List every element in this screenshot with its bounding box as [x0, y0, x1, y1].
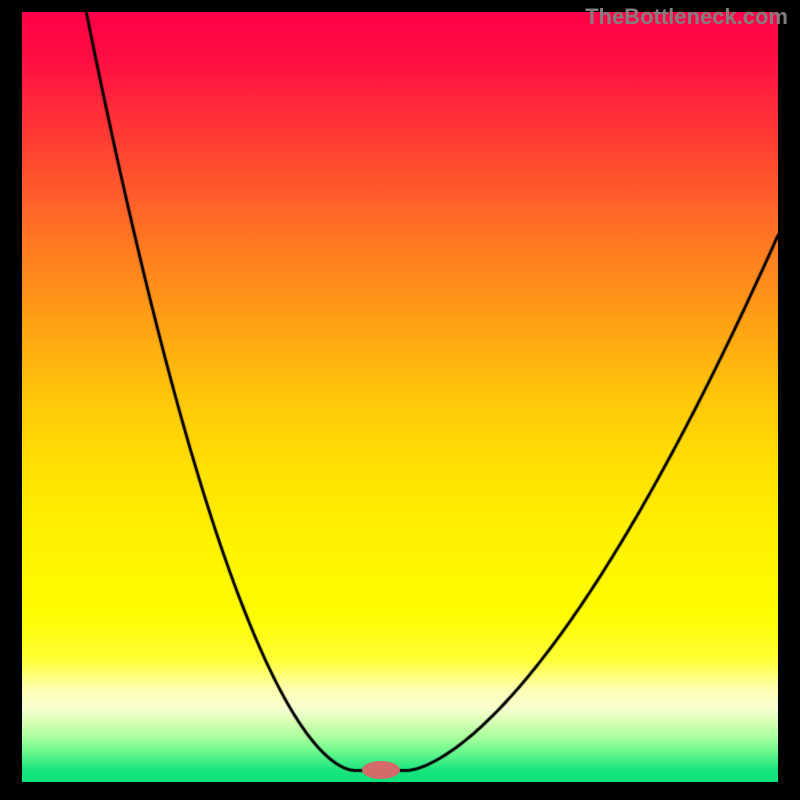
- chart-container: TheBottleneck.com: [0, 0, 800, 800]
- watermark-text: TheBottleneck.com: [585, 4, 788, 30]
- plot-area: [22, 12, 778, 782]
- bottleneck-curve: [22, 12, 778, 782]
- optimum-marker: [360, 759, 402, 781]
